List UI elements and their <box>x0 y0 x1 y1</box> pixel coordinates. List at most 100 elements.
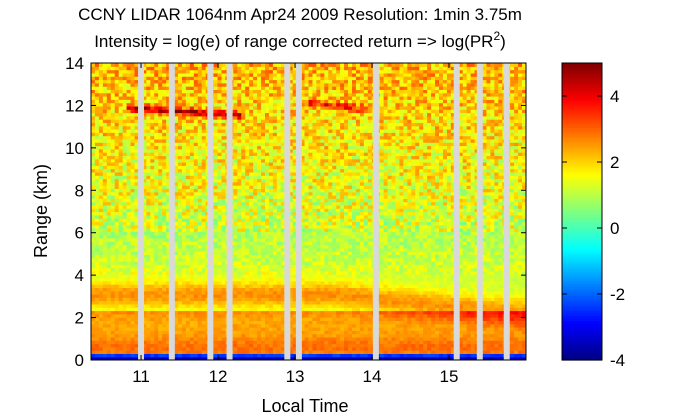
heatmap-cell <box>185 307 191 312</box>
heatmap-cell <box>276 244 282 249</box>
heatmap-cell <box>233 115 238 120</box>
heatmap-cell <box>253 171 258 176</box>
heatmap-cell <box>276 280 282 285</box>
heatmap-cell <box>166 346 171 351</box>
heatmap-cell <box>288 138 294 143</box>
heatmap-cell <box>304 76 310 81</box>
heatmap-cell <box>193 138 199 143</box>
heatmap-cell <box>221 171 227 176</box>
heatmap-cell <box>261 244 266 249</box>
heatmap-cell <box>185 261 191 265</box>
heatmap-cell <box>110 310 116 315</box>
heatmap-cell <box>174 155 179 160</box>
heatmap-cell <box>217 69 223 74</box>
heatmap-cell <box>114 96 120 100</box>
heatmap-cell <box>193 115 199 120</box>
heatmap-cell <box>292 86 298 90</box>
heatmap-cell <box>114 208 120 213</box>
heatmap-cell <box>110 175 116 180</box>
heatmap-cell <box>166 152 171 156</box>
heatmap-cell <box>288 135 294 140</box>
heatmap-cell <box>272 247 278 252</box>
heatmap-cell <box>288 221 294 226</box>
heatmap-cell <box>268 76 274 81</box>
heatmap-cell <box>257 231 262 236</box>
heatmap-cell <box>245 69 250 74</box>
heatmap-cell <box>261 231 266 236</box>
heatmap-cell <box>166 244 171 249</box>
heatmap-cell <box>241 129 246 133</box>
heatmap-cell <box>154 72 159 77</box>
heatmap-cell <box>130 125 136 130</box>
heatmap-cell <box>110 195 116 199</box>
heatmap-cell <box>265 257 270 262</box>
heatmap-cell <box>122 218 128 222</box>
heatmap-cell <box>102 79 108 84</box>
heatmap-cell <box>178 79 183 84</box>
heatmap-cell <box>174 264 179 269</box>
heatmap-cell <box>158 198 163 203</box>
heatmap-cell <box>118 244 124 249</box>
heatmap-cell <box>253 86 258 90</box>
heatmap-cell <box>221 181 227 186</box>
heatmap-cell <box>181 307 187 312</box>
heatmap-cell <box>150 300 155 305</box>
heatmap-cell <box>94 102 100 107</box>
heatmap-cell <box>150 119 155 123</box>
heatmap-cell <box>308 353 314 358</box>
heatmap-cell <box>292 234 298 239</box>
heatmap-cell <box>276 251 282 255</box>
heatmap-cell <box>91 96 96 100</box>
heatmap-cell <box>102 297 108 302</box>
heatmap-cell <box>134 119 140 123</box>
heatmap-cell <box>245 303 250 308</box>
heatmap-cell <box>276 346 282 351</box>
heatmap-cell <box>217 353 223 358</box>
heatmap-cell <box>288 175 294 180</box>
heatmap-cell <box>249 224 254 229</box>
heatmap-cell <box>146 251 151 255</box>
heatmap-cell <box>197 165 203 170</box>
heatmap-cell <box>114 241 120 246</box>
heatmap-cell <box>237 119 242 123</box>
heatmap-cell <box>304 92 310 97</box>
heatmap-cell <box>114 185 120 189</box>
heatmap-cell <box>292 132 298 137</box>
heatmap-cell <box>213 267 219 272</box>
heatmap-cell <box>166 254 171 259</box>
heatmap-cell <box>98 353 104 358</box>
heatmap-cell <box>300 267 306 272</box>
heatmap-cell <box>213 211 219 216</box>
heatmap-cell <box>166 211 171 216</box>
heatmap-cell <box>130 313 136 318</box>
heatmap-cell <box>134 313 140 318</box>
heatmap-cell <box>276 135 282 140</box>
heatmap-cell <box>158 300 163 305</box>
heatmap-cell <box>304 86 310 90</box>
heatmap-cell <box>257 241 262 246</box>
heatmap-cell <box>126 155 132 160</box>
heatmap-cell <box>162 300 167 305</box>
heatmap-cell <box>181 152 187 156</box>
heatmap-cell <box>146 142 151 147</box>
heatmap-cell <box>158 72 163 77</box>
heatmap-cell <box>288 208 294 213</box>
heatmap-cell <box>257 129 262 133</box>
heatmap-cell <box>280 290 286 295</box>
heatmap-cell <box>193 135 199 140</box>
heatmap-cell <box>114 257 120 262</box>
heatmap-cell <box>245 264 250 269</box>
heatmap-cell <box>217 191 223 196</box>
heatmap-cell <box>308 270 314 275</box>
heatmap-cell <box>292 346 298 351</box>
heatmap-cell <box>304 317 310 321</box>
heatmap-cell <box>233 119 238 123</box>
heatmap-cell <box>201 145 207 150</box>
heatmap-cell <box>130 89 136 94</box>
heatmap-cell <box>178 112 183 117</box>
heatmap-cell <box>98 79 104 84</box>
heatmap-cell <box>102 317 108 321</box>
heatmap-cell <box>166 155 171 160</box>
heatmap-cell <box>114 224 120 229</box>
heatmap-cell <box>253 214 258 219</box>
